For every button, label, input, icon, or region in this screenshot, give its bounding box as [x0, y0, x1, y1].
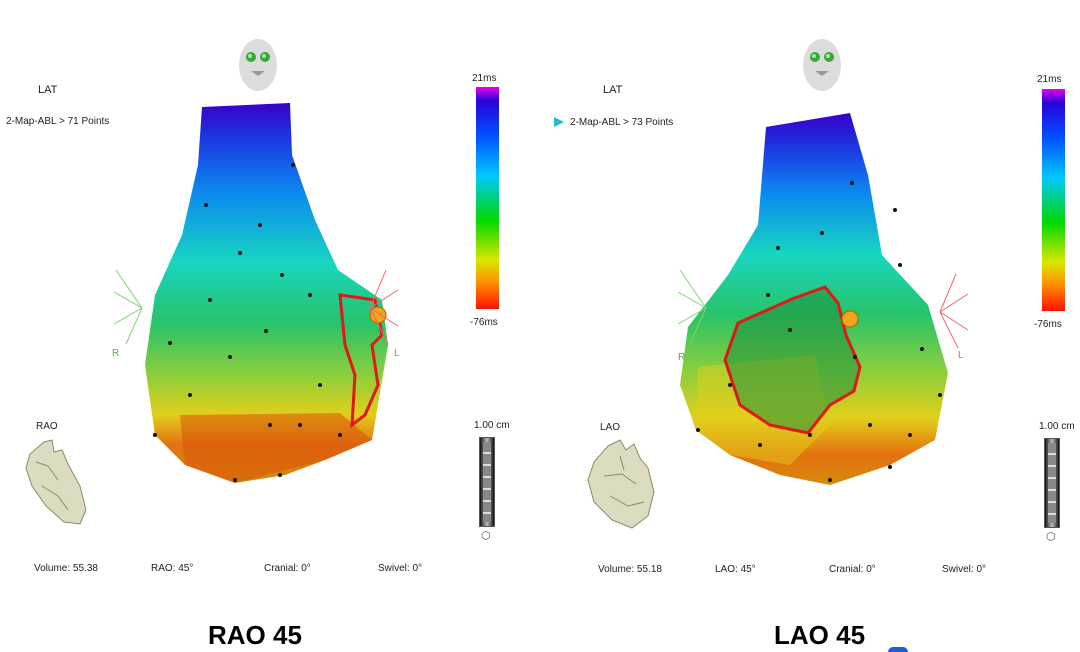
map-view-lao: LAT 2-Map-ABL > 73 Points: [540, 0, 1080, 652]
right-axis-marker: [113, 269, 143, 345]
right-label: R: [112, 348, 120, 359]
volume-readout: Volume: 55.18: [598, 564, 662, 575]
scale-min-label: -76ms: [470, 317, 498, 328]
zoom-slider[interactable]: [479, 437, 495, 527]
view-angle-readout: LAO: 45°: [715, 564, 756, 575]
lat-color-scale: [476, 87, 499, 309]
left-axis-marker: [939, 273, 969, 349]
cranial-readout: Cranial: 0°: [829, 564, 876, 575]
map-view-rao: LAT 2-Map-ABL > 71 Points: [6, 39, 510, 650]
hex-handle-icon[interactable]: ⬡: [1046, 531, 1056, 543]
right-axis-marker: [677, 269, 707, 345]
swivel-readout: Swivel: 0°: [378, 563, 423, 574]
swivel-readout: Swivel: 0°: [942, 564, 987, 575]
scale-min-label: -76ms: [1034, 319, 1062, 330]
play-arrow-icon[interactable]: [554, 117, 564, 127]
distance-scale-label: 1.00 cm: [1039, 421, 1075, 432]
lat-map-3d[interactable]: [110, 95, 410, 495]
map-selector[interactable]: 2-Map-ABL > 73 Points: [570, 117, 674, 128]
lat-map-3d[interactable]: [670, 105, 960, 495]
lat-label: LAT: [38, 84, 58, 96]
lat-color-scale: [1042, 89, 1065, 311]
view-angle-readout: RAO: 45°: [151, 563, 194, 574]
map-selector[interactable]: 2-Map-ABL > 71 Points: [6, 116, 110, 127]
scale-max-label: 21ms: [1037, 74, 1062, 85]
volume-readout: Volume: 55.38: [34, 563, 98, 574]
cranial-readout: Cranial: 0°: [264, 563, 311, 574]
face-orientation-icon: [803, 39, 841, 91]
distance-scale-label: 1.00 cm: [474, 420, 510, 431]
view-title: LAO 45: [774, 620, 866, 650]
left-label: L: [394, 348, 400, 359]
scale-max-label: 21ms: [472, 73, 497, 84]
face-orientation-icon: [239, 39, 277, 91]
corner-badge: [888, 647, 908, 652]
lat-label: LAT: [603, 84, 623, 96]
hex-handle-icon[interactable]: ⬡: [481, 530, 491, 542]
heart-orientation-icon: [25, 439, 87, 525]
left-label: L: [958, 350, 964, 361]
heart-orientation-icon: [587, 439, 655, 529]
zoom-slider[interactable]: [1044, 438, 1060, 528]
orientation-label: RAO: [36, 421, 58, 432]
right-label: R: [678, 352, 686, 363]
orientation-label: LAO: [600, 422, 621, 433]
left-axis-marker: [369, 269, 399, 345]
view-title: RAO 45: [208, 620, 302, 650]
